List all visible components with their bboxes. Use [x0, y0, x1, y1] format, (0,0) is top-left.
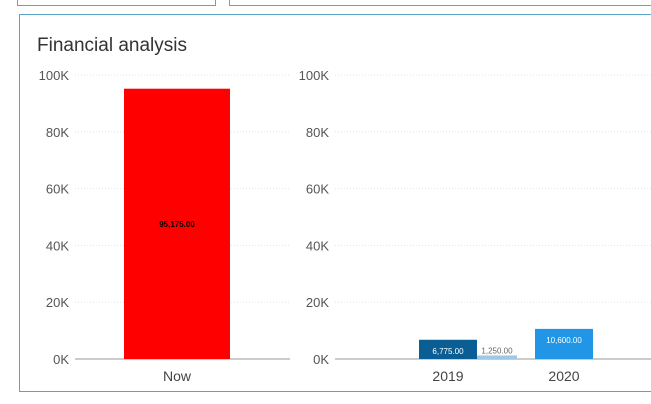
right-chart-x-tick-label: 2019 [432, 368, 463, 384]
left-chart-x-tick-label: Now [163, 368, 192, 384]
left-chart-bar [124, 88, 230, 359]
right-chart-y-tick-label: 20K [306, 295, 329, 310]
right-chart-y-tick-label: 40K [306, 238, 329, 253]
right-chart-bar [535, 328, 593, 359]
top-card-left [17, 0, 216, 6]
right-chart-data-label: 6,775.00 [432, 347, 464, 356]
right-chart-data-label: 10,600.00 [546, 336, 582, 345]
right-chart-y-tick-label: 80K [306, 125, 329, 140]
right-chart-bar-secondary [477, 355, 517, 359]
left-chart-y-tick-label: 20K [46, 295, 69, 310]
panel-title: Financial analysis [37, 35, 187, 56]
left-chart-y-tick-label: 100K [39, 68, 70, 83]
right-chart-y-tick-label: 100K [299, 68, 330, 83]
top-card-right [229, 0, 651, 6]
left-chart-y-tick-label: 0K [53, 352, 69, 367]
left-chart-y-tick-label: 80K [46, 125, 69, 140]
left-chart-data-label: 95,175.00 [159, 220, 195, 229]
right-chart-y-tick-label: 60K [306, 182, 329, 197]
right-chart-data-label-secondary: 1,250.00 [481, 346, 513, 355]
right-chart-x-tick-label: 2020 [548, 368, 579, 384]
left-chart-y-tick-label: 60K [46, 182, 69, 197]
left-chart-y-tick-label: 40K [46, 238, 69, 253]
right-chart-bar [419, 339, 477, 359]
right-chart-y-tick-label: 0K [313, 352, 329, 367]
